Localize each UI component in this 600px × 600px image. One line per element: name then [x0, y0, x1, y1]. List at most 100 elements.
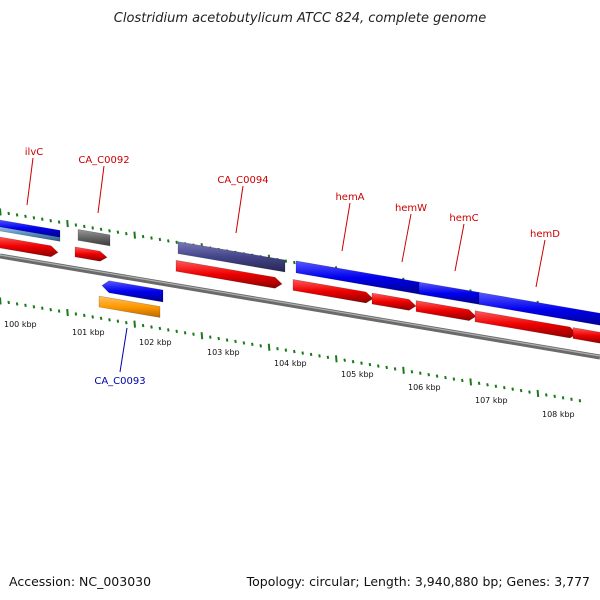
- genome-title: Clostridium acetobutylicum ATCC 824, com…: [114, 11, 486, 26]
- lower-minor-tick: [225, 338, 229, 342]
- kbp-label-101: 101 kbp: [72, 328, 105, 337]
- upper-major-tick: [66, 219, 69, 228]
- lower-minor-tick: [410, 370, 414, 374]
- gene-label-CA_C0092: CA_C0092: [78, 155, 129, 166]
- lower-minor-tick: [309, 352, 313, 357]
- kbp-label-104: 104 kbp: [274, 359, 307, 368]
- lower-minor-tick: [343, 358, 346, 362]
- gene-ilvC-lightblue: [0, 226, 61, 242]
- lower-minor-tick: [494, 384, 498, 388]
- upper-minor-tick: [32, 216, 36, 220]
- kbp-label-102: 102 kbp: [139, 338, 172, 347]
- lower-minor-tick: [175, 329, 178, 334]
- lower-minor-tick: [486, 383, 489, 387]
- lower-major-tick: [0, 297, 2, 305]
- lower-minor-tick: [435, 374, 439, 378]
- upper-minor-tick: [108, 229, 111, 233]
- lower-minor-tick: [24, 303, 27, 308]
- lower-major-tick: [469, 378, 472, 386]
- lower-minor-tick: [578, 398, 582, 403]
- kbp-label-103: 103 kbp: [207, 348, 240, 357]
- lower-minor-tick: [49, 307, 52, 312]
- gene-CA_C0092-gray: [77, 229, 111, 247]
- gene-label-CA_C0093: CA_C0093: [94, 376, 145, 387]
- lower-minor-tick: [301, 351, 304, 355]
- lower-major-tick: [133, 320, 136, 328]
- upper-minor-tick: [83, 224, 86, 229]
- lower-minor-tick: [242, 341, 246, 345]
- callout-hemC: [454, 223, 465, 272]
- lower-minor-tick: [545, 393, 548, 397]
- lower-major-tick: [267, 343, 271, 351]
- upper-minor-tick: [141, 234, 145, 239]
- gene-label-hemW: hemW: [395, 203, 427, 214]
- lower-minor-tick: [167, 328, 170, 332]
- gene-label-CA_C0094: CA_C0094: [217, 175, 268, 186]
- upper-minor-tick: [7, 211, 10, 216]
- lower-minor-tick: [99, 316, 103, 321]
- backbone-line: [0, 253, 600, 360]
- gene-hemC-blue: [478, 292, 600, 326]
- gene-label-hemC: hemC: [449, 213, 478, 224]
- upper-minor-tick: [175, 240, 178, 245]
- lower-minor-tick: [57, 309, 61, 313]
- lower-minor-tick: [15, 302, 19, 306]
- lower-minor-tick: [7, 300, 10, 305]
- lower-minor-tick: [561, 396, 565, 400]
- callout-hemW: [401, 213, 412, 263]
- lower-minor-tick: [32, 305, 36, 309]
- lower-minor-tick: [192, 332, 195, 336]
- gene-CA_C0094-purple: [177, 241, 286, 273]
- lower-minor-tick: [519, 388, 523, 393]
- lower-minor-tick: [419, 371, 422, 375]
- genome-backbone: [0, 253, 600, 360]
- lower-minor-tick: [293, 349, 296, 354]
- gene-hemW-red: [371, 292, 417, 311]
- gene-CA_C0092-red: [74, 246, 108, 262]
- kbp-label-106: 106 kbp: [408, 383, 441, 392]
- upper-minor-tick: [293, 260, 296, 265]
- backbone-highlight: [0, 254, 600, 357]
- lower-minor-tick: [553, 394, 556, 399]
- lower-minor-tick: [318, 354, 321, 358]
- lower-minor-tick: [41, 306, 44, 310]
- upper-minor-tick: [74, 223, 78, 227]
- lower-minor-tick: [427, 372, 430, 377]
- kbp-label-108: 108 kbp: [542, 410, 575, 419]
- lower-major-tick: [536, 389, 540, 398]
- gene-features: [0, 219, 600, 344]
- topology-text: Topology: circular; Length: 3,940,880 bp…: [246, 574, 590, 589]
- upper-minor-tick: [49, 218, 52, 223]
- callout-ilvC: [26, 157, 34, 206]
- lower-minor-tick: [234, 339, 237, 344]
- gene-hemC-red: [415, 300, 477, 321]
- lower-minor-tick: [511, 387, 514, 391]
- lower-minor-tick: [444, 375, 447, 380]
- upper-minor-tick: [125, 231, 128, 236]
- lower-minor-tick: [360, 361, 363, 365]
- lower-minor-tick: [141, 323, 145, 328]
- lower-minor-tick: [83, 313, 86, 318]
- lower-minor-tick: [209, 335, 212, 339]
- label-callouts: [26, 157, 546, 373]
- lower-minor-tick: [385, 365, 388, 370]
- lower-minor-tick: [108, 318, 111, 322]
- gene-label-hemD: hemD: [530, 229, 560, 240]
- upper-major-tick: [0, 208, 2, 216]
- lower-minor-tick: [351, 359, 355, 364]
- lower-minor-tick: [217, 336, 220, 341]
- lower-major-tick: [402, 366, 405, 374]
- lower-minor-tick: [528, 390, 531, 394]
- lower-major-tick: [335, 355, 338, 363]
- lower-minor-tick: [461, 378, 464, 383]
- lower-major-tick: [66, 308, 69, 317]
- lower-minor-tick: [477, 381, 481, 386]
- callout-CA_C0092: [97, 165, 105, 214]
- upper-minor-tick: [41, 217, 44, 221]
- lower-minor-tick: [74, 312, 78, 316]
- upper-minor-tick: [24, 214, 27, 219]
- callout-CA_C0094: [235, 185, 244, 234]
- lower-minor-tick: [452, 377, 456, 381]
- upper-minor-tick: [284, 259, 288, 263]
- callout-CA_C0093: [119, 327, 128, 373]
